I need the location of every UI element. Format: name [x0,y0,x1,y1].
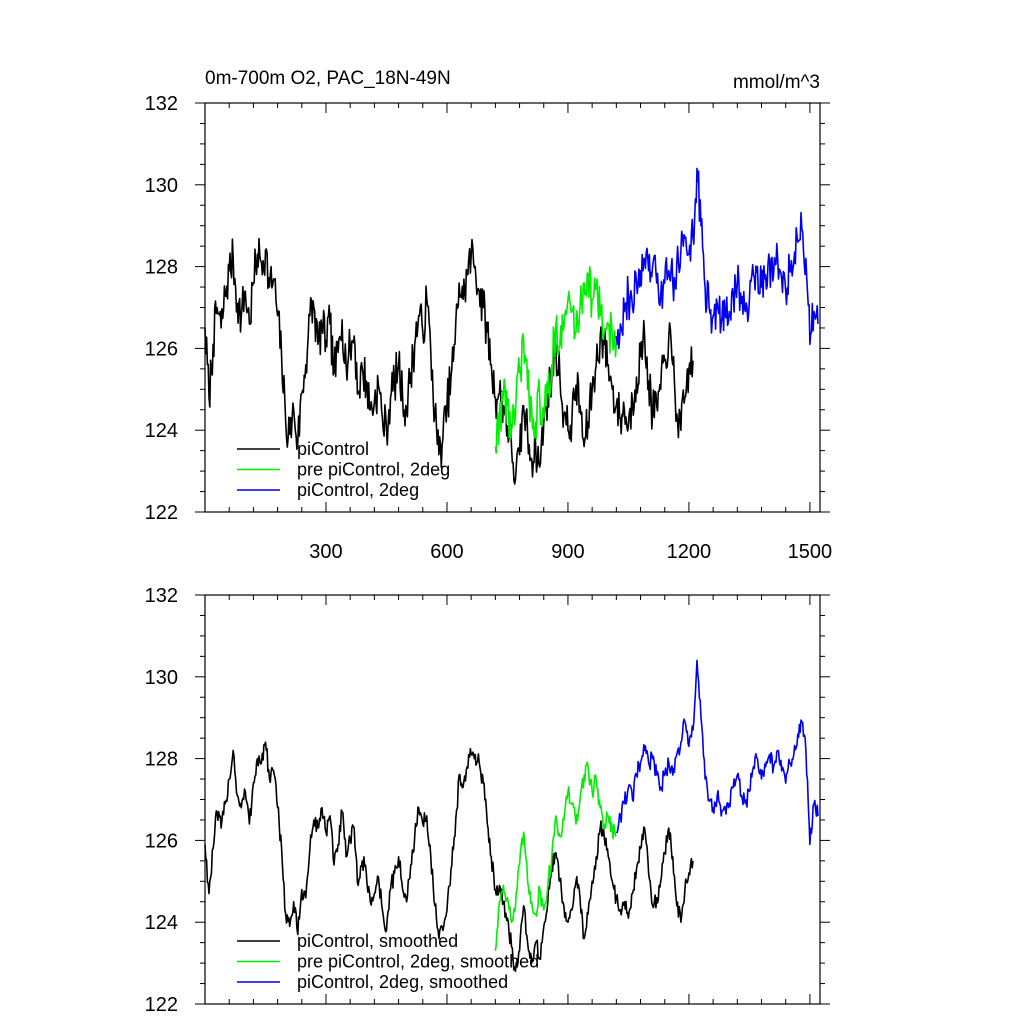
y-tick-label: 124 [145,912,178,934]
bottom-y-tick-labels: 122 124 126 128 130 132 [145,585,178,1016]
legend-label: piControl, smoothed [297,931,458,951]
top-chart-units: mmol/m^3 [733,72,820,93]
bottom-axis-ticks [195,594,830,1005]
series-line-3 [615,167,819,350]
legend-label: piControl [297,439,369,459]
y-tick-label: 132 [145,585,178,607]
bottom-series-group [204,659,819,973]
top-panel: 0m-700m O2, PAC_18N-49N mmol/m^3 1221241… [145,68,833,563]
x-tick-label: 1200 [667,541,712,563]
legend-label: pre piControl, 2deg [297,460,450,480]
series-line-2 [494,761,617,951]
y-tick-label: 132 [145,93,178,115]
x-tick-label: 1500 [788,541,833,563]
y-tick-label: 122 [145,502,178,524]
y-tick-label: 122 [145,994,178,1016]
y-tick-label: 128 [145,257,178,279]
top-axis-ticks [195,102,830,513]
top-y-tick-labels: 122 124 126 128 130 132 [145,93,178,524]
series-line-1 [204,741,694,973]
y-tick-label: 128 [145,749,178,771]
y-tick-label: 130 [145,175,178,197]
series-line-3 [616,659,819,846]
top-x-tick-labels: 300 600 900 1200 1500 [309,541,832,563]
x-tick-label: 600 [430,541,463,563]
legend-label: pre piControl, 2deg, smoothed [297,952,539,972]
top-series-group [204,167,819,485]
bottom-panel: 122 124 126 128 130 132 piControl, smoothedpr… [145,585,830,1016]
x-tick-label: 300 [309,541,342,563]
y-tick-label: 124 [145,420,178,442]
y-tick-label: 126 [145,830,178,852]
legend-label: piControl, 2deg [297,480,419,500]
legend-label: piControl, 2deg, smoothed [297,972,508,992]
top-chart-title: 0m-700m O2, PAC_18N-49N [205,68,451,89]
series-line-2 [494,265,618,454]
y-tick-label: 130 [145,667,178,689]
x-tick-label: 900 [551,541,584,563]
y-tick-label: 126 [145,338,178,360]
series-line-1 [204,237,694,485]
